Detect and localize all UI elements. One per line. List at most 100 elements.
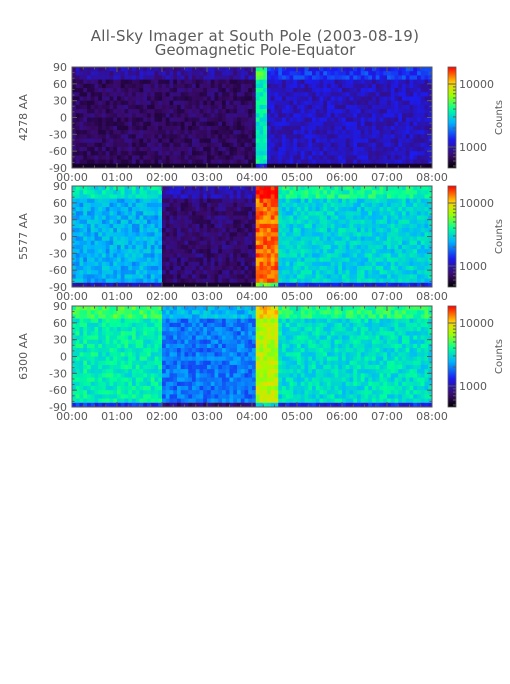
heatmap-cell [203,253,207,258]
heatmap-cell [282,92,286,97]
heatmap-cell [316,270,320,275]
heatmap-cell [185,139,189,144]
heatmap-cell [387,105,391,110]
heatmap-cell [286,134,290,139]
heatmap-cell [350,122,354,127]
heatmap-cell [102,249,106,254]
heatmap-cell [87,253,91,258]
heatmap-cell [181,266,185,271]
heatmap-cell [98,215,102,220]
heatmap-cell [365,194,369,199]
heatmap-cell [387,262,391,267]
heatmap-cell [91,88,95,93]
heatmap-cell [308,134,312,139]
heatmap-cell [413,245,417,250]
heatmap-cell [91,199,95,204]
heatmap-cell [218,101,222,106]
heatmap-cell [335,139,339,144]
heatmap-cell [147,105,151,110]
heatmap-cell [173,143,177,148]
heatmap-cell [380,160,384,165]
heatmap-cell [346,186,350,191]
heatmap-cell [406,151,410,156]
heatmap-cell [185,75,189,80]
heatmap-cell [136,122,140,127]
heatmap-cell [166,101,170,106]
heatmap-cell [226,92,230,97]
heatmap-cell [410,151,414,156]
heatmap-cell [361,220,365,225]
heatmap-cell [308,241,312,246]
heatmap-cell [177,155,181,160]
heatmap-cell [421,274,425,279]
heatmap-cell [155,151,159,156]
heatmap-cell [188,215,192,220]
heatmap-cell [83,71,87,76]
heatmap-cell [128,160,132,165]
heatmap-cell [162,199,166,204]
heatmap-cell [263,75,267,80]
heatmap-cell [143,130,147,135]
heatmap-cell [308,147,312,152]
heatmap-cell [271,224,275,229]
heatmap-cell [346,249,350,254]
heatmap-cell [98,224,102,229]
heatmap-cell [260,147,264,152]
heatmap-cell [282,155,286,160]
heatmap-cell [286,160,290,165]
heatmap-cell [338,249,342,254]
heatmap-cell [233,126,237,131]
heatmap-cell [98,211,102,216]
heatmap-cell [380,249,384,254]
heatmap-cell [346,270,350,275]
heatmap-cell [421,232,425,237]
heatmap-cell [143,113,147,118]
heatmap-cell [106,258,110,263]
heatmap-cell [372,134,376,139]
heatmap-cell [421,80,425,85]
heatmap-cell [192,224,196,229]
heatmap-cell [155,147,159,152]
heatmap-cell [391,215,395,220]
heatmap-cell [196,190,200,195]
heatmap-cell [320,122,324,127]
heatmap-cell [200,194,204,199]
heatmap-cell [316,101,320,106]
heatmap-cell [282,241,286,246]
heatmap-cell [327,105,331,110]
heatmap-cell [301,274,305,279]
heatmap-cell [256,151,260,156]
heatmap-cell [185,113,189,118]
heatmap-cell [98,101,102,106]
heatmap-cell [121,139,125,144]
heatmap-cell [248,151,252,156]
heatmap-cell [335,118,339,123]
heatmap-cell [327,84,331,89]
heatmap-cell [87,203,91,208]
heatmap-cell [245,228,249,233]
heatmap-cell [248,253,252,258]
heatmap-cell [425,84,429,89]
heatmap-cell [113,262,117,267]
heatmap-cell [278,122,282,127]
heatmap-cell [200,139,204,144]
heatmap-cell [237,237,241,242]
heatmap-cell [162,237,166,242]
heatmap-cell [357,211,361,216]
heatmap-cell [158,118,162,123]
heatmap-cell [308,215,312,220]
heatmap-cell [136,211,140,216]
heatmap-cell [102,143,106,148]
heatmap-cell [215,279,219,284]
heatmap-cell [117,126,121,131]
heatmap-cell [350,92,354,97]
heatmap-cell [162,75,166,80]
heatmap-cell [87,224,91,229]
heatmap-cell [241,228,245,233]
heatmap-cell [417,228,421,233]
heatmap-cell [91,190,95,195]
heatmap-cell [173,88,177,93]
heatmap-cell [207,71,211,76]
heatmap-cell [320,101,324,106]
heatmap-cell [331,194,335,199]
